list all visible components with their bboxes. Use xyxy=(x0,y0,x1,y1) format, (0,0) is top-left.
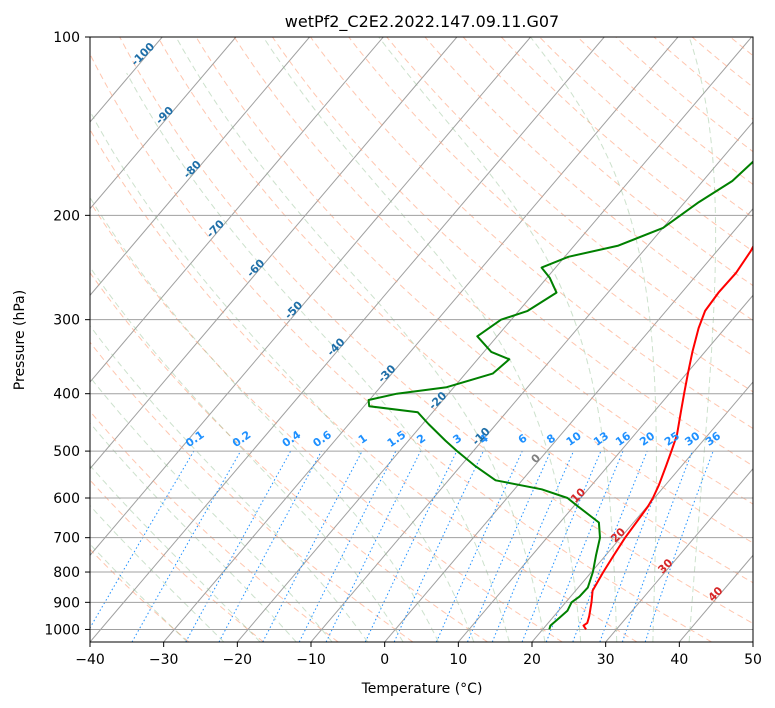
dry-adiabat-line xyxy=(90,479,264,642)
moist-adiabat-line xyxy=(90,464,261,642)
isotherm-line xyxy=(90,37,458,470)
dry-adiabat-line xyxy=(90,548,190,642)
x-tick-label: 0 xyxy=(380,652,389,668)
isotherm-line xyxy=(531,381,753,642)
mixing-ratio-line xyxy=(644,450,714,642)
isotherm-line xyxy=(605,467,753,642)
dry-adiabat-line xyxy=(157,37,753,584)
y-tick-label: 500 xyxy=(53,444,80,460)
dry-adiabat-line xyxy=(119,37,753,624)
chart-title: wetPf2_C2E2.2022.147.09.11.G07 xyxy=(285,12,559,32)
mixing-ratio-line xyxy=(621,450,693,642)
moist-adiabat-line xyxy=(91,113,475,642)
mixing-ratio-line xyxy=(521,450,602,642)
y-tick-label: 600 xyxy=(53,491,80,507)
mixing-ratio-line xyxy=(325,450,422,642)
dry-adiabat-line xyxy=(90,341,414,642)
moist-adiabat-line xyxy=(90,422,297,642)
y-tick-label: 300 xyxy=(53,313,80,329)
isotherm-line xyxy=(90,37,531,557)
moist-adiabat-line xyxy=(126,72,510,642)
dry-adiabat-line xyxy=(195,37,753,544)
y-axis-label: Pressure (hPa) xyxy=(12,290,28,390)
mixing-ratio-line xyxy=(185,450,292,642)
x-tick-label: 40 xyxy=(670,652,688,668)
dry-adiabat-line xyxy=(310,37,753,430)
isotherm-line xyxy=(457,294,753,642)
isobar-gridlines xyxy=(90,37,753,630)
mixing-ratio-line xyxy=(298,450,397,642)
mixing-ratio-line xyxy=(435,450,523,642)
isotherm-line xyxy=(236,37,752,642)
dry-adiabat-line xyxy=(271,37,753,467)
x-tick-label: 30 xyxy=(597,652,615,668)
y-tick-label: 1000 xyxy=(44,622,80,638)
x-tick-label: −40 xyxy=(75,652,105,668)
y-axis: 100 200 300 400 500 600 700 800 900 1000 xyxy=(44,30,90,638)
isotherm-line xyxy=(90,37,310,297)
dry-adiabat-line xyxy=(348,37,753,393)
y-tick-label: 700 xyxy=(53,531,80,547)
dry-adiabat-line xyxy=(90,271,488,642)
temperature-profile-line xyxy=(582,244,753,630)
dry-adiabat-line xyxy=(90,201,563,642)
y-tick-label: 800 xyxy=(53,565,80,581)
background-lines xyxy=(90,37,753,642)
moist-adiabat-line xyxy=(175,37,546,642)
dry-adiabat-line xyxy=(233,37,753,505)
isotherm-line xyxy=(163,37,679,642)
moist-adiabat-line xyxy=(530,37,657,642)
isotherm-line xyxy=(90,37,605,642)
x-tick-label: −30 xyxy=(149,652,179,668)
mixing-ratio-line xyxy=(218,450,322,642)
y-tick-label: 100 xyxy=(53,30,80,46)
dry-adiabat-line xyxy=(462,37,753,287)
moist-adiabat-line xyxy=(688,37,717,642)
isotherm-line xyxy=(384,207,753,642)
moist-adiabat-line xyxy=(90,266,404,642)
plot-frame xyxy=(89,36,754,643)
mixing-ratio-line xyxy=(467,450,552,642)
x-tick-label: −20 xyxy=(223,652,253,668)
isotherm-line xyxy=(90,37,384,383)
moist-adiabat-line xyxy=(90,325,369,642)
isotherm-line xyxy=(90,37,237,210)
x-tick-label: 10 xyxy=(449,652,467,668)
x-tick-label: −10 xyxy=(296,652,326,668)
profile-lines xyxy=(367,160,753,630)
mixing-ratio-line xyxy=(545,450,624,642)
y-tick-label: 200 xyxy=(53,208,80,224)
x-axis-label: Temperature (°C) xyxy=(361,681,483,697)
dewpoint-profile-line xyxy=(367,160,753,630)
y-tick-label: 400 xyxy=(53,387,80,403)
x-tick-label: 50 xyxy=(744,652,762,668)
dry-adiabat-line xyxy=(90,53,712,642)
y-tick-label: 900 xyxy=(53,595,80,611)
mixing-ratio-line xyxy=(572,450,648,642)
x-tick-label: 20 xyxy=(523,652,541,668)
dry-adiabat-line xyxy=(90,128,638,642)
x-axis: −40 −30 −20 −10 0 10 20 30 40 50 xyxy=(75,642,762,668)
